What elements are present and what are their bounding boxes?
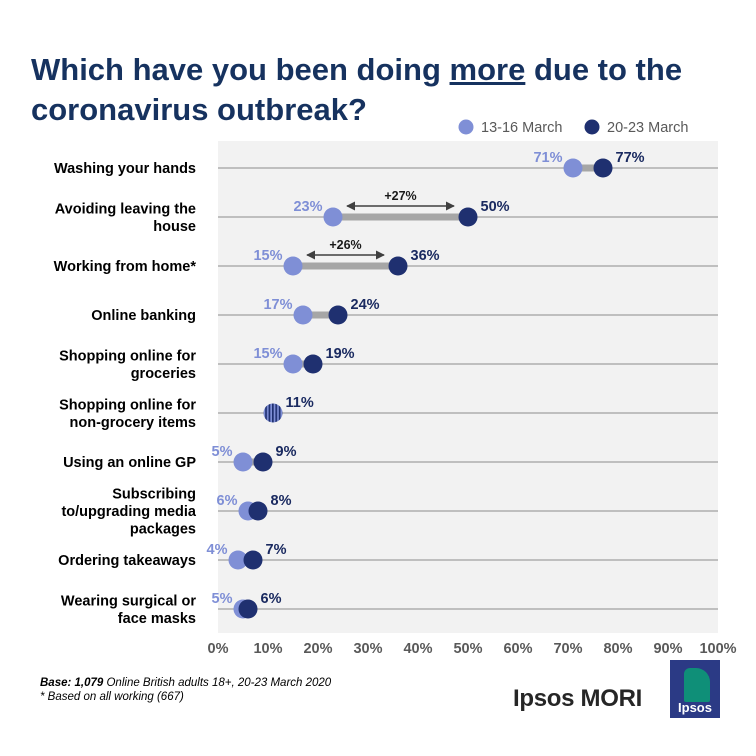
footnote: Base: 1,079 Online British adults 18+, 2… xyxy=(40,676,331,704)
category-label: Ordering takeaways xyxy=(58,553,196,569)
data-label-series2: 8% xyxy=(271,493,292,509)
chart-row: Online banking 17% 24% xyxy=(91,297,718,325)
data-label-series1: 6% xyxy=(217,493,238,509)
data-label-series2: 6% xyxy=(261,591,282,607)
change-label: +26% xyxy=(329,238,361,252)
chart-row: Washing your hands 71% 77% xyxy=(54,150,718,178)
chart-row: Shopping online for groceries 15% 19% xyxy=(59,346,718,382)
category-label: Shopping online for xyxy=(59,397,196,413)
x-tick-label: 50% xyxy=(453,641,482,657)
data-label-series2: 9% xyxy=(276,444,297,460)
data-label-series1: 5% xyxy=(212,444,233,460)
data-point-series1 xyxy=(233,452,253,472)
x-tick-label: 30% xyxy=(353,641,382,657)
change-annotation: +27% xyxy=(346,189,455,211)
x-tick-label: 80% xyxy=(603,641,632,657)
data-label-series2: 77% xyxy=(616,150,645,166)
data-label-series2: 24% xyxy=(351,297,380,313)
x-tick-label: 0% xyxy=(208,641,229,657)
category-label: non-grocery items xyxy=(70,415,197,431)
data-point-series2 xyxy=(458,207,478,227)
data-label-series2: 7% xyxy=(266,542,287,558)
footnote-base-label: Base: 1,079 xyxy=(40,677,104,689)
legend-marker-series2 xyxy=(584,119,600,135)
chart-row: Wearing surgical or face masks 5% 6% xyxy=(61,591,718,627)
x-tick-label: 60% xyxy=(503,641,532,657)
category-label: Using an online GP xyxy=(63,455,196,471)
category-label: Shopping online for xyxy=(59,348,196,364)
title-underlined-word: more xyxy=(449,52,526,87)
footnote-base-text: Online British adults 18+, 20-23 March 2… xyxy=(103,677,332,689)
data-point-series1 xyxy=(283,354,303,374)
ipsos-logo-icon: Ipsos xyxy=(670,660,720,718)
category-label: Washing your hands xyxy=(54,161,196,177)
data-label-series1: 15% xyxy=(253,346,282,362)
x-tick-label: 100% xyxy=(699,641,736,657)
x-tick-label: 20% xyxy=(303,641,332,657)
title-part1: Which have you been doing xyxy=(31,52,450,87)
chart-row: Shopping online for non-grocery items 11% xyxy=(59,395,718,431)
change-annotation: +26% xyxy=(306,238,385,260)
category-label: packages xyxy=(130,522,196,538)
x-tick-label: 90% xyxy=(653,641,682,657)
chart-row: Working from home* 15% 36% xyxy=(54,248,718,276)
data-point-series1 xyxy=(283,256,303,276)
x-tick-label: 40% xyxy=(403,641,432,657)
data-point-series1 xyxy=(293,305,313,325)
legend: 13-16 March 20-23 March xyxy=(458,119,688,136)
data-point-series2 xyxy=(388,256,408,276)
category-label: Avoiding leaving the xyxy=(55,201,196,217)
data-point-series2 xyxy=(238,599,258,619)
data-point-series2 xyxy=(248,501,268,521)
data-point-series2 xyxy=(328,305,348,325)
data-point-series2 xyxy=(253,452,273,472)
data-label-series1: 71% xyxy=(533,150,562,166)
data-point-series2 xyxy=(243,550,263,570)
legend-label-series2: 20-23 March xyxy=(607,120,688,136)
ipsos-mori-wordmark: Ipsos MORI xyxy=(513,685,643,712)
data-point-series1 xyxy=(228,550,248,570)
category-label: to/upgrading media xyxy=(61,504,196,520)
chart-rows: Washing your hands 71% 77% Avoiding leaving… xyxy=(54,150,718,627)
data-point-series2 xyxy=(593,158,613,178)
legend-marker-series1 xyxy=(458,119,474,135)
ipsos-logo-label: Ipsos xyxy=(678,700,712,715)
data-point-overlap xyxy=(263,403,283,423)
data-label-series1: 15% xyxy=(253,248,282,264)
data-label-series1: 23% xyxy=(293,199,322,215)
data-point-series1 xyxy=(563,158,583,178)
ipsos-logo-head-icon xyxy=(684,668,710,702)
change-label: +27% xyxy=(384,189,416,203)
category-label: Wearing surgical or xyxy=(61,593,196,609)
x-tick-label: 70% xyxy=(553,641,582,657)
chart-row: Avoiding leaving the house 23% 50% xyxy=(55,199,718,235)
chart-title: Which have you been doing more due to th… xyxy=(31,50,731,130)
data-label-series2: 11% xyxy=(286,395,314,411)
category-label: Online banking xyxy=(91,308,196,324)
category-label: house xyxy=(153,219,196,235)
data-label-series1: 4% xyxy=(207,542,228,558)
x-axis-ticks: 0% 10% 20% 30% 40% 50% 60% 70% 80% 90% 100% xyxy=(208,641,737,657)
data-label-series2: 36% xyxy=(411,248,440,264)
data-label-series1: 17% xyxy=(263,297,292,313)
data-point-series1 xyxy=(323,207,343,227)
legend-label-series1: 13-16 March xyxy=(481,120,562,136)
x-tick-label: 10% xyxy=(253,641,282,657)
category-label: Subscribing xyxy=(112,487,196,503)
chart-row: Using an online GP 5% 9% xyxy=(63,444,718,472)
data-label-series2: 19% xyxy=(326,346,355,362)
data-label-series1: 5% xyxy=(212,591,233,607)
category-label: groceries xyxy=(131,366,196,382)
chart-row: Ordering takeaways 4% 7% xyxy=(58,542,718,570)
data-label-series2: 50% xyxy=(481,199,510,215)
category-label: face masks xyxy=(118,611,196,627)
category-label: Working from home* xyxy=(54,259,197,275)
data-point-series2 xyxy=(303,354,323,374)
footnote-note: * Based on all working (667) xyxy=(40,691,184,703)
title-part2: due to the coronavirus outbreak? xyxy=(31,52,683,127)
